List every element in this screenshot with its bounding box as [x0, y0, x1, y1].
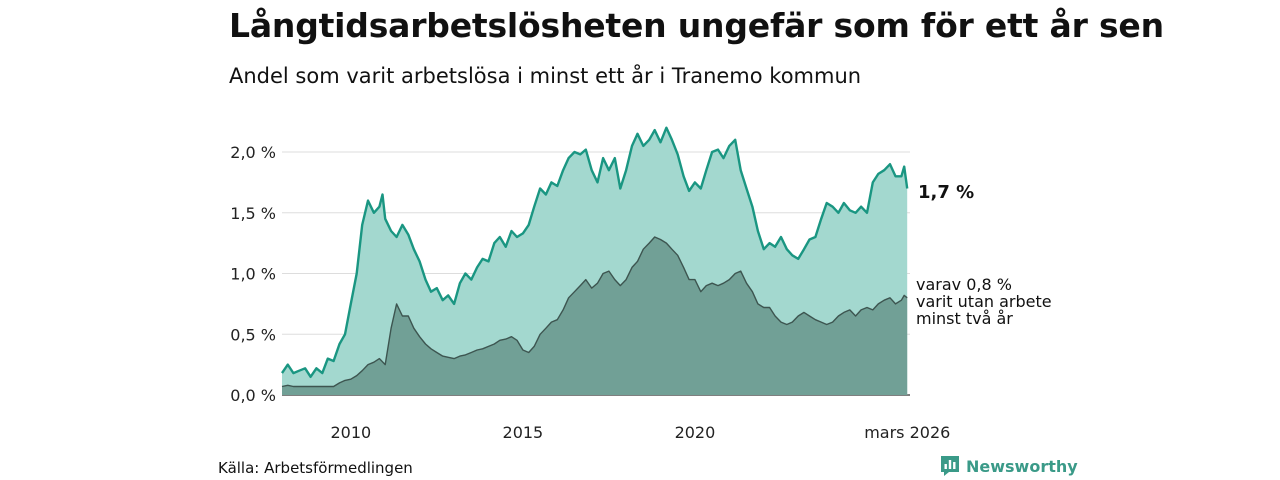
source-note: Källa: Arbetsförmedlingen — [218, 459, 413, 477]
x-axis-ticks: 2010 2015 2020 mars 2026 — [330, 423, 950, 442]
x-tick-label: 2010 — [330, 423, 371, 442]
main-series-end-label: 1,7 % — [918, 182, 974, 203]
sub-series-area — [282, 237, 908, 395]
y-tick-label: 1,0 % — [230, 265, 276, 284]
sub-series-end-label-line: varit utan arbete — [916, 292, 1052, 311]
chart-title: Långtidsarbetslösheten ungefär som för e… — [229, 6, 1164, 45]
x-tick-label: 2015 — [503, 423, 544, 442]
y-axis-ticks: 0,0 % 0,5 % 1,0 % 1,5 % 2,0 % — [230, 143, 276, 405]
brand-logo: Newsworthy — [940, 455, 1078, 477]
sub-series-line — [281, 236, 908, 388]
y-tick-label: 2,0 % — [230, 143, 276, 162]
sub-series-end-label-line: minst två år — [916, 309, 1013, 328]
chart-subtitle: Andel som varit arbetslösa i minst ett å… — [229, 64, 862, 88]
x-tick-label: 2020 — [675, 423, 716, 442]
y-tick-label: 1,5 % — [230, 204, 276, 223]
bar-chart-logo-icon — [941, 456, 959, 476]
x-tick-label: mars 2026 — [864, 423, 950, 442]
brand-name: Newsworthy — [966, 456, 1078, 476]
main-series-line — [281, 126, 909, 378]
y-tick-label: 0,5 % — [230, 325, 276, 344]
sub-series-end-label-line: varav 0,8 % — [916, 275, 1012, 294]
series-areas — [281, 126, 909, 395]
y-tick-label: 0,0 % — [230, 386, 276, 405]
